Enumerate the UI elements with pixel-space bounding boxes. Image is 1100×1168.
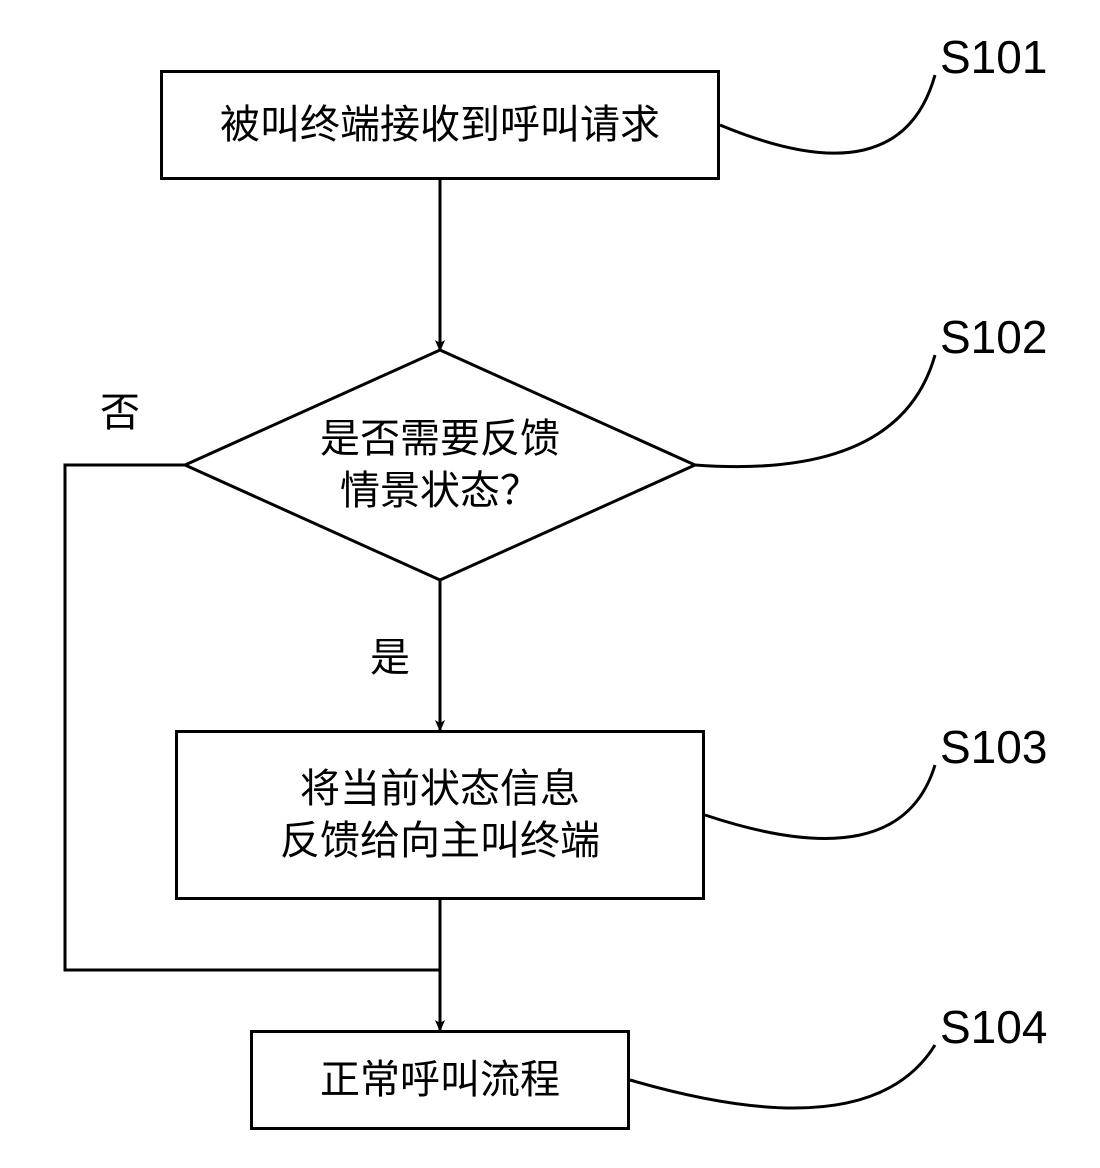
callout-s101 (720, 75, 935, 153)
node-s102: 是否需要反馈情景状态？ (185, 350, 695, 580)
edge-label-no: 否 (100, 380, 140, 438)
node-s103: 将当前状态信息反馈给向主叫终端 (175, 730, 705, 900)
node-s101-text: 被叫终端接收到呼叫请求 (220, 99, 660, 151)
flowchart-canvas: 被叫终端接收到呼叫请求 将当前状态信息反馈给向主叫终端 正常呼叫流程 是否需要反… (0, 0, 1100, 1168)
node-s102-text: 是否需要反馈情景状态？ (320, 413, 560, 517)
node-s103-text: 将当前状态信息反馈给向主叫终端 (280, 763, 600, 867)
callout-s102 (695, 355, 935, 467)
step-label-s103: S103 (940, 720, 1047, 774)
node-s104-text: 正常呼叫流程 (320, 1054, 560, 1106)
step-label-s101: S101 (940, 30, 1047, 84)
callout-s103 (705, 765, 935, 838)
callout-s104 (630, 1045, 935, 1108)
edge-label-yes: 是 (370, 625, 410, 683)
step-label-s104: S104 (940, 1000, 1047, 1054)
node-s101: 被叫终端接收到呼叫请求 (160, 70, 720, 180)
node-s104: 正常呼叫流程 (250, 1030, 630, 1130)
step-label-s102: S102 (940, 310, 1047, 364)
